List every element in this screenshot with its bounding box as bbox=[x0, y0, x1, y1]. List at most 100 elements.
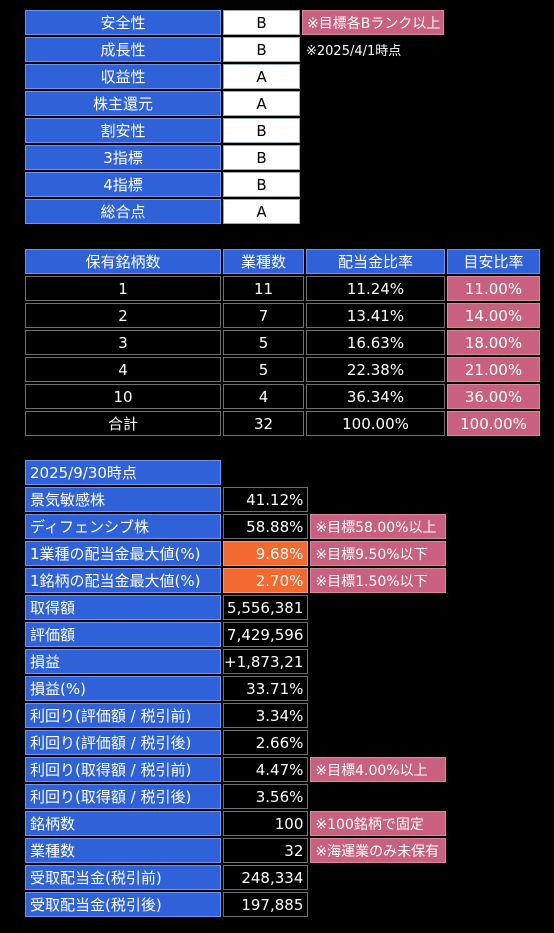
dividend-ratio: 13.41% bbox=[306, 303, 445, 328]
target-ratio: 36.00% bbox=[447, 384, 540, 409]
summary-label: 受取配当金(税引後) bbox=[25, 892, 221, 917]
summary-label: 利回り(評価額 / 税引後) bbox=[25, 730, 221, 755]
summary-value: +1,873,21 bbox=[223, 649, 309, 674]
sector-count: 4 bbox=[223, 384, 304, 409]
rating-label: 安全性 bbox=[25, 10, 221, 35]
summary-label: 銘柄数 bbox=[25, 811, 221, 836]
target-ratio: 11.00% bbox=[447, 276, 540, 301]
summary-label: 取得額 bbox=[25, 595, 221, 620]
total-ratio: 100.00% bbox=[306, 411, 445, 436]
table-row: 2 7 13.41% 14.00% bbox=[25, 303, 540, 328]
summary-value: 2.66% bbox=[223, 730, 309, 755]
rating-row: 成長性 B ※2025/4/1時点 bbox=[25, 37, 444, 62]
rating-grade: A bbox=[223, 64, 300, 89]
ratings-target-note: ※目標各Bランク以上 bbox=[302, 10, 444, 35]
table-row: 4 5 22.38% 21.00% bbox=[25, 357, 540, 382]
rating-row: 3指標 B bbox=[25, 145, 444, 170]
summary-note: ※目標9.50%以下 bbox=[310, 541, 447, 566]
sector-count: 5 bbox=[223, 357, 304, 382]
summary-label: 1業種の配当金最大値(%) bbox=[25, 541, 221, 566]
holding-count: 1 bbox=[25, 276, 221, 301]
holdings-table: 保有銘柄数 業種数 配当金比率 目安比率 1 11 11.24% 11.00% … bbox=[23, 247, 542, 438]
target-ratio: 14.00% bbox=[447, 303, 540, 328]
summary-label: 評価額 bbox=[25, 622, 221, 647]
summary-value: 7,429,596 bbox=[223, 622, 309, 647]
summary-label: 1銘柄の配当金最大値(%) bbox=[25, 568, 221, 593]
ratings-table: 安全性 B ※目標各Bランク以上 成長性 B ※2025/4/1時点 収益性 A… bbox=[23, 8, 446, 226]
summary-note: ※海運業のみ未保有 bbox=[310, 838, 447, 863]
summary-label: 受取配当金(税引前) bbox=[25, 865, 221, 890]
dividend-ratio: 22.38% bbox=[306, 357, 445, 382]
sector-count: 5 bbox=[223, 330, 304, 355]
summary-note: ※目標58.00%以上 bbox=[310, 514, 447, 539]
summary-row: 評価額 7,429,596 bbox=[25, 622, 446, 647]
target-ratio: 18.00% bbox=[447, 330, 540, 355]
summary-label: 利回り(取得額 / 税引前) bbox=[25, 757, 221, 782]
rating-grade: B bbox=[223, 145, 300, 170]
rating-row: 割安性 B bbox=[25, 118, 444, 143]
summary-row: 1銘柄の配当金最大値(%) 2.70% ※目標1.50%以下 bbox=[25, 568, 447, 593]
rating-grade: A bbox=[223, 199, 300, 224]
rating-label: 総合点 bbox=[25, 199, 221, 224]
summary-value: 33.71% bbox=[223, 676, 309, 701]
rating-row: 総合点 A bbox=[25, 199, 444, 224]
summary-row: 利回り(評価額 / 税引前) 3.34% bbox=[25, 703, 446, 728]
total-row: 合計 32 100.00% 100.00% bbox=[25, 411, 540, 436]
rating-row: 安全性 B ※目標各Bランク以上 bbox=[25, 10, 444, 35]
summary-row: 利回り(取得額 / 税引後) 3.56% bbox=[25, 784, 446, 809]
header-dividend-ratio: 配当金比率 bbox=[306, 249, 445, 274]
holding-count: 3 bbox=[25, 330, 221, 355]
rating-row: 株主還元 A bbox=[25, 91, 444, 116]
rating-row: 収益性 A bbox=[25, 64, 444, 89]
summary-row: 利回り(取得額 / 税引前) 4.47% ※目標4.00%以上 bbox=[25, 757, 447, 782]
rating-grade: B bbox=[223, 172, 300, 197]
sector-count: 11 bbox=[223, 276, 304, 301]
summary-row: 銘柄数 100 ※100銘柄で固定 bbox=[25, 811, 447, 836]
summary-label: 損益(%) bbox=[25, 676, 221, 701]
summary-row: 利回り(評価額 / 税引後) 2.66% bbox=[25, 730, 446, 755]
header-sector-count: 業種数 bbox=[223, 249, 304, 274]
rating-label: 成長性 bbox=[25, 37, 221, 62]
holding-count: 4 bbox=[25, 357, 221, 382]
summary-row: 受取配当金(税引後) 197,885 bbox=[25, 892, 446, 917]
holding-count: 2 bbox=[25, 303, 221, 328]
rating-label: 株主還元 bbox=[25, 91, 221, 116]
summary-note: ※100銘柄で固定 bbox=[310, 811, 447, 836]
table-row: 10 4 36.34% 36.00% bbox=[25, 384, 540, 409]
summary-row: ディフェンシブ株 58.88% ※目標58.00%以上 bbox=[25, 514, 447, 539]
total-label: 合計 bbox=[25, 411, 221, 436]
summary-label: 利回り(評価額 / 税引前) bbox=[25, 703, 221, 728]
rating-row: 4指標 B bbox=[25, 172, 444, 197]
summary-value: 197,885 bbox=[223, 892, 309, 917]
header-target-ratio: 目安比率 bbox=[447, 249, 540, 274]
summary-label: 業種数 bbox=[25, 838, 221, 863]
sector-count: 7 bbox=[223, 303, 304, 328]
holding-count: 10 bbox=[25, 384, 221, 409]
summary-date: 2025/9/30時点 bbox=[25, 460, 221, 485]
total-target: 100.00% bbox=[447, 411, 540, 436]
summary-value-highlight: 2.70% bbox=[223, 568, 309, 593]
rating-label: 収益性 bbox=[25, 64, 221, 89]
summary-label: ディフェンシブ株 bbox=[25, 514, 221, 539]
summary-value: 32 bbox=[223, 838, 309, 863]
summary-label: 景気敏感株 bbox=[25, 487, 221, 512]
rating-grade: A bbox=[223, 91, 300, 116]
summary-date-row: 2025/9/30時点 bbox=[25, 460, 446, 485]
summary-value: 4.47% bbox=[223, 757, 309, 782]
summary-row: 取得額 5,556,381 bbox=[25, 595, 446, 620]
target-ratio: 21.00% bbox=[447, 357, 540, 382]
summary-row: 損益(%) 33.71% bbox=[25, 676, 446, 701]
header-holding-count: 保有銘柄数 bbox=[25, 249, 221, 274]
summary-value: 248,334 bbox=[223, 865, 309, 890]
rating-label: 4指標 bbox=[25, 172, 221, 197]
summary-label: 損益 bbox=[25, 649, 221, 674]
summary-value: 5,556,381 bbox=[223, 595, 309, 620]
summary-row: 業種数 32 ※海運業のみ未保有 bbox=[25, 838, 447, 863]
table-row: 3 5 16.63% 18.00% bbox=[25, 330, 540, 355]
summary-value: 3.34% bbox=[223, 703, 309, 728]
summary-value: 41.12% bbox=[223, 487, 309, 512]
rating-grade: B bbox=[223, 10, 300, 35]
dividend-ratio: 16.63% bbox=[306, 330, 445, 355]
summary-value: 100 bbox=[223, 811, 309, 836]
summary-value: 58.88% bbox=[223, 514, 309, 539]
